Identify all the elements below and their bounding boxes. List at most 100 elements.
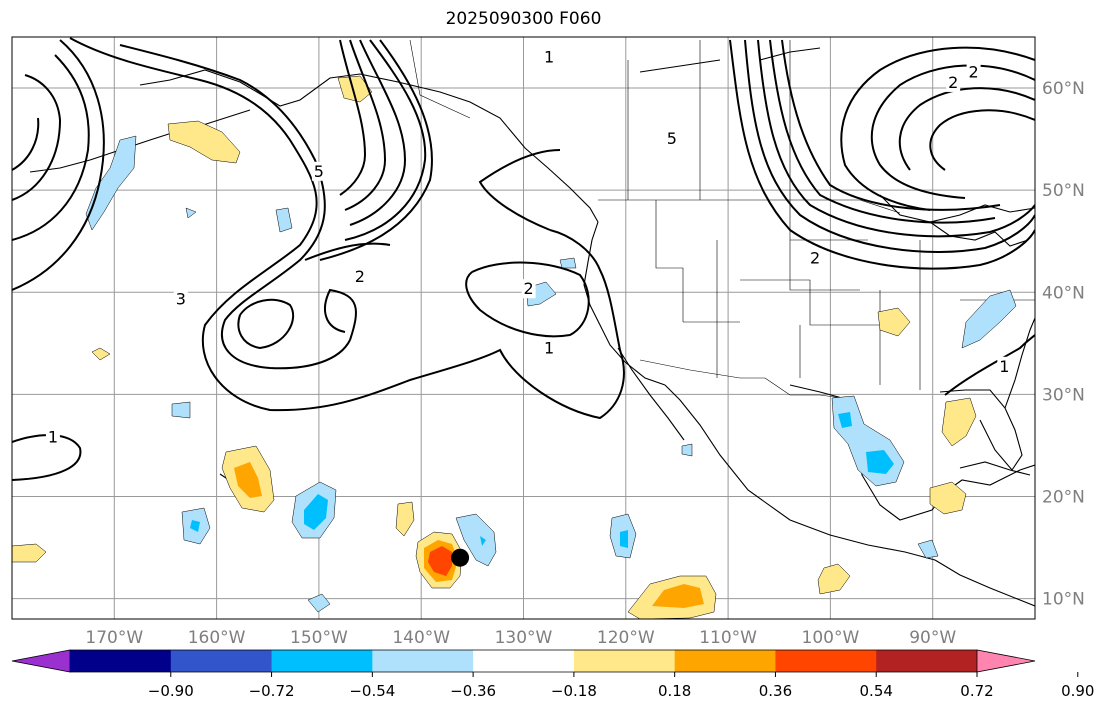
contour-label: 2 <box>355 267 365 286</box>
contour-line <box>929 109 1035 171</box>
contour-line <box>12 434 82 481</box>
colorbar-tick-label: 0.18 <box>658 682 691 700</box>
shade-negative <box>681 443 693 457</box>
contour-line <box>12 117 40 171</box>
graticule <box>12 37 1035 619</box>
colorbar-tick-label: −0.90 <box>148 682 194 700</box>
contour-line <box>478 149 561 231</box>
shade-positive <box>817 563 851 595</box>
shade-negative <box>185 207 197 219</box>
longitude-label: 170°W <box>85 628 143 648</box>
contour-line <box>69 37 625 420</box>
alaska-canada-border <box>409 39 471 119</box>
colorbar-tick-label: 0.36 <box>759 682 792 700</box>
us-canada-border <box>598 199 901 214</box>
latitude-label: 20°N <box>1042 487 1085 507</box>
colorbar-extend-low <box>11 649 71 673</box>
contour-line <box>319 39 433 261</box>
contour-line <box>757 39 1035 238</box>
latitude-labels: 60°N 50°N 40°N 30°N 20°N 10°N <box>1042 79 1085 610</box>
longitude-label: 150°W <box>290 628 348 648</box>
canada-province-lines <box>627 40 791 200</box>
shade-positive <box>395 501 415 537</box>
colorbar-segment <box>70 650 172 672</box>
contour-label: 1 <box>544 338 554 357</box>
storm-marker-layer <box>451 548 470 567</box>
shade-positive <box>167 120 241 164</box>
shade-negative <box>171 401 191 419</box>
contour-label: 5 <box>314 162 324 181</box>
contour-label: 2 <box>810 249 820 268</box>
political-borders <box>409 39 1035 399</box>
shade-positive <box>941 397 977 447</box>
shade-negative <box>304 494 328 530</box>
colorbar-segment <box>674 650 776 672</box>
contour-line <box>344 39 387 211</box>
colorbar-tick-label: 0.90 <box>1061 682 1094 700</box>
shade-negative <box>838 412 852 428</box>
colorbar-segment <box>573 650 676 672</box>
colorbar-segment <box>170 650 273 672</box>
shade-negative <box>85 135 137 231</box>
contour-line <box>729 39 1035 270</box>
longitude-label: 120°W <box>597 628 655 648</box>
contour-line <box>349 39 407 226</box>
contour-line <box>12 74 62 201</box>
contour-line <box>781 39 1001 211</box>
contour-label: 1 <box>48 427 58 446</box>
contour-line <box>304 242 391 261</box>
florida <box>939 389 1023 471</box>
shade-positive <box>652 584 704 608</box>
great-lakes <box>929 221 1029 247</box>
latitude-label: 10°N <box>1042 590 1085 610</box>
contour-label-background <box>352 266 367 286</box>
shade-negative <box>455 513 497 567</box>
colorbar-tick-label: −0.72 <box>249 682 295 700</box>
contour-label: 1 <box>999 357 1009 376</box>
shade-negative <box>917 539 939 559</box>
shaded-fields <box>12 75 1017 619</box>
shade-negative <box>961 289 1017 349</box>
contour-label-background <box>997 356 1012 376</box>
colorbar-outline <box>70 649 977 673</box>
contour-label: 2 <box>524 279 534 298</box>
storm-center-marker <box>451 548 470 567</box>
longitude-label: 140°W <box>392 628 450 648</box>
east-coast <box>1004 317 1035 409</box>
contour-line <box>944 334 1035 396</box>
contour-label: 5 <box>667 129 677 148</box>
shade-positive <box>428 546 452 576</box>
contour-label-background <box>521 279 536 299</box>
contour-line <box>344 39 427 241</box>
contour-line <box>840 46 1035 211</box>
contour-line <box>465 261 590 338</box>
shade-negative <box>866 450 894 474</box>
contour-line <box>769 39 996 224</box>
shade-positive <box>877 307 911 337</box>
shade-positive <box>12 543 47 563</box>
contour-line <box>12 39 105 291</box>
longitude-label: 160°W <box>188 628 246 648</box>
contour-label: 1 <box>544 47 554 66</box>
contour-label-background <box>664 129 679 149</box>
shade-positive <box>337 75 373 103</box>
colorbar-segment <box>876 650 978 672</box>
colorbar-segment <box>372 650 474 672</box>
colorbar-segment <box>271 650 373 672</box>
longitude-label: 100°W <box>802 628 860 648</box>
colorbar-tick-label: 0.72 <box>960 682 993 700</box>
contour-label-background <box>542 338 557 358</box>
mexico-pacific-coast <box>664 384 936 561</box>
longitude-label: 90°W <box>909 628 956 648</box>
contour-label-background <box>45 427 60 447</box>
us-west-coast <box>583 221 666 386</box>
contour-label-background <box>311 161 326 181</box>
baja-peninsula <box>617 347 685 441</box>
contour-line <box>324 288 357 341</box>
contour-line <box>898 87 1035 171</box>
colorbar-tick-label: 0.54 <box>860 682 893 700</box>
contour-label-background <box>966 62 981 82</box>
shade-negative <box>307 593 331 613</box>
shade-negative <box>480 536 486 546</box>
colorbar: −0.90 −0.72 −0.54 −0.36 −0.18 0.18 0.36 0.54 0.7… <box>11 649 1094 700</box>
